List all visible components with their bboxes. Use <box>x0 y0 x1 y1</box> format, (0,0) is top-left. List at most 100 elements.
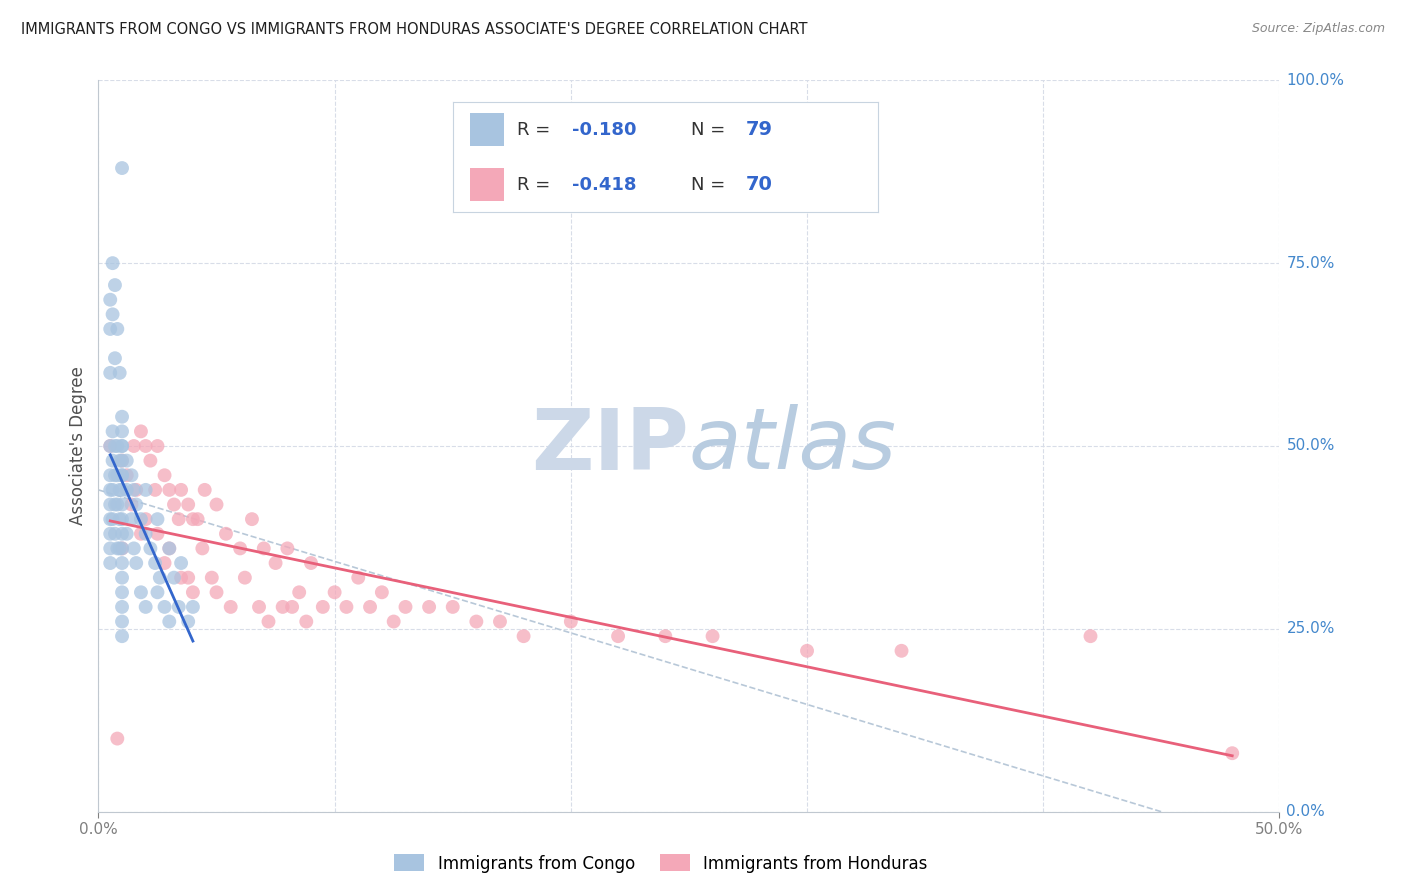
Point <box>111 483 134 497</box>
Point <box>115 453 138 467</box>
Point <box>121 498 143 512</box>
Point <box>796 644 818 658</box>
Point <box>111 599 134 614</box>
Point <box>418 599 440 614</box>
Bar <box>470 168 503 201</box>
Point <box>98 322 121 336</box>
Point <box>153 468 176 483</box>
Point <box>295 615 318 629</box>
Point <box>105 498 128 512</box>
Point <box>146 512 169 526</box>
Point <box>111 512 134 526</box>
Point <box>143 483 166 497</box>
Point <box>121 512 143 526</box>
Point <box>111 453 134 467</box>
Point <box>104 351 127 366</box>
Text: 25.0%: 25.0% <box>1286 622 1334 636</box>
Point <box>153 556 176 570</box>
Point <box>101 483 124 497</box>
Point <box>101 256 124 270</box>
Point <box>111 439 134 453</box>
Point <box>1220 746 1243 760</box>
Point <box>111 556 134 570</box>
Point <box>143 556 166 570</box>
Point <box>129 526 152 541</box>
Text: atlas: atlas <box>689 404 897 488</box>
Point <box>125 556 148 570</box>
Point <box>121 468 143 483</box>
Point <box>149 571 172 585</box>
Point <box>104 526 127 541</box>
Point <box>441 599 464 614</box>
Point <box>135 526 157 541</box>
Point <box>98 541 121 556</box>
Point <box>129 425 152 439</box>
Point <box>111 425 134 439</box>
Point <box>560 615 582 629</box>
Point <box>111 629 134 643</box>
Point <box>108 541 131 556</box>
Point <box>105 439 128 453</box>
Point <box>163 571 186 585</box>
Point <box>129 585 152 599</box>
Point <box>271 599 294 614</box>
Point <box>157 615 180 629</box>
Point <box>163 498 186 512</box>
Text: -0.180: -0.180 <box>572 120 637 138</box>
Text: 100.0%: 100.0% <box>1286 73 1344 87</box>
Point <box>125 498 148 512</box>
Point <box>115 483 138 497</box>
Point <box>157 541 180 556</box>
Point <box>512 629 534 643</box>
Point <box>139 541 162 556</box>
Point <box>105 731 128 746</box>
Point <box>111 468 134 483</box>
Point <box>98 468 121 483</box>
Point <box>105 468 128 483</box>
Point <box>104 498 127 512</box>
Point <box>98 483 121 497</box>
Point <box>153 599 176 614</box>
Point <box>382 615 405 629</box>
Point <box>98 556 121 570</box>
Text: 0.0%: 0.0% <box>1286 805 1326 819</box>
Point <box>101 307 124 321</box>
Point <box>167 599 190 614</box>
Point <box>233 571 256 585</box>
Point <box>276 541 298 556</box>
Point <box>101 425 124 439</box>
Legend: Immigrants from Congo, Immigrants from Honduras: Immigrants from Congo, Immigrants from H… <box>388 847 934 880</box>
Point <box>371 585 394 599</box>
Point <box>170 556 193 570</box>
Point <box>111 409 134 424</box>
Point <box>335 599 357 614</box>
Point <box>170 571 193 585</box>
Point <box>98 366 121 380</box>
Point <box>104 278 127 293</box>
Point <box>115 468 138 483</box>
Point <box>253 541 276 556</box>
Point <box>98 498 121 512</box>
Text: Source: ZipAtlas.com: Source: ZipAtlas.com <box>1251 22 1385 36</box>
Point <box>181 585 204 599</box>
Point <box>122 483 145 497</box>
Point <box>219 599 242 614</box>
Point <box>281 599 304 614</box>
Point <box>111 571 134 585</box>
Point <box>264 556 287 570</box>
Text: N =: N = <box>690 120 731 138</box>
Point <box>229 541 252 556</box>
Point <box>194 483 217 497</box>
Point <box>104 468 127 483</box>
Point <box>105 541 128 556</box>
Point <box>312 599 335 614</box>
Point <box>1080 629 1102 643</box>
Point <box>146 585 169 599</box>
Point <box>108 483 131 497</box>
Point <box>111 615 134 629</box>
Point <box>98 293 121 307</box>
Point <box>205 498 228 512</box>
Point <box>257 615 280 629</box>
Point <box>111 161 134 175</box>
Point <box>105 322 128 336</box>
